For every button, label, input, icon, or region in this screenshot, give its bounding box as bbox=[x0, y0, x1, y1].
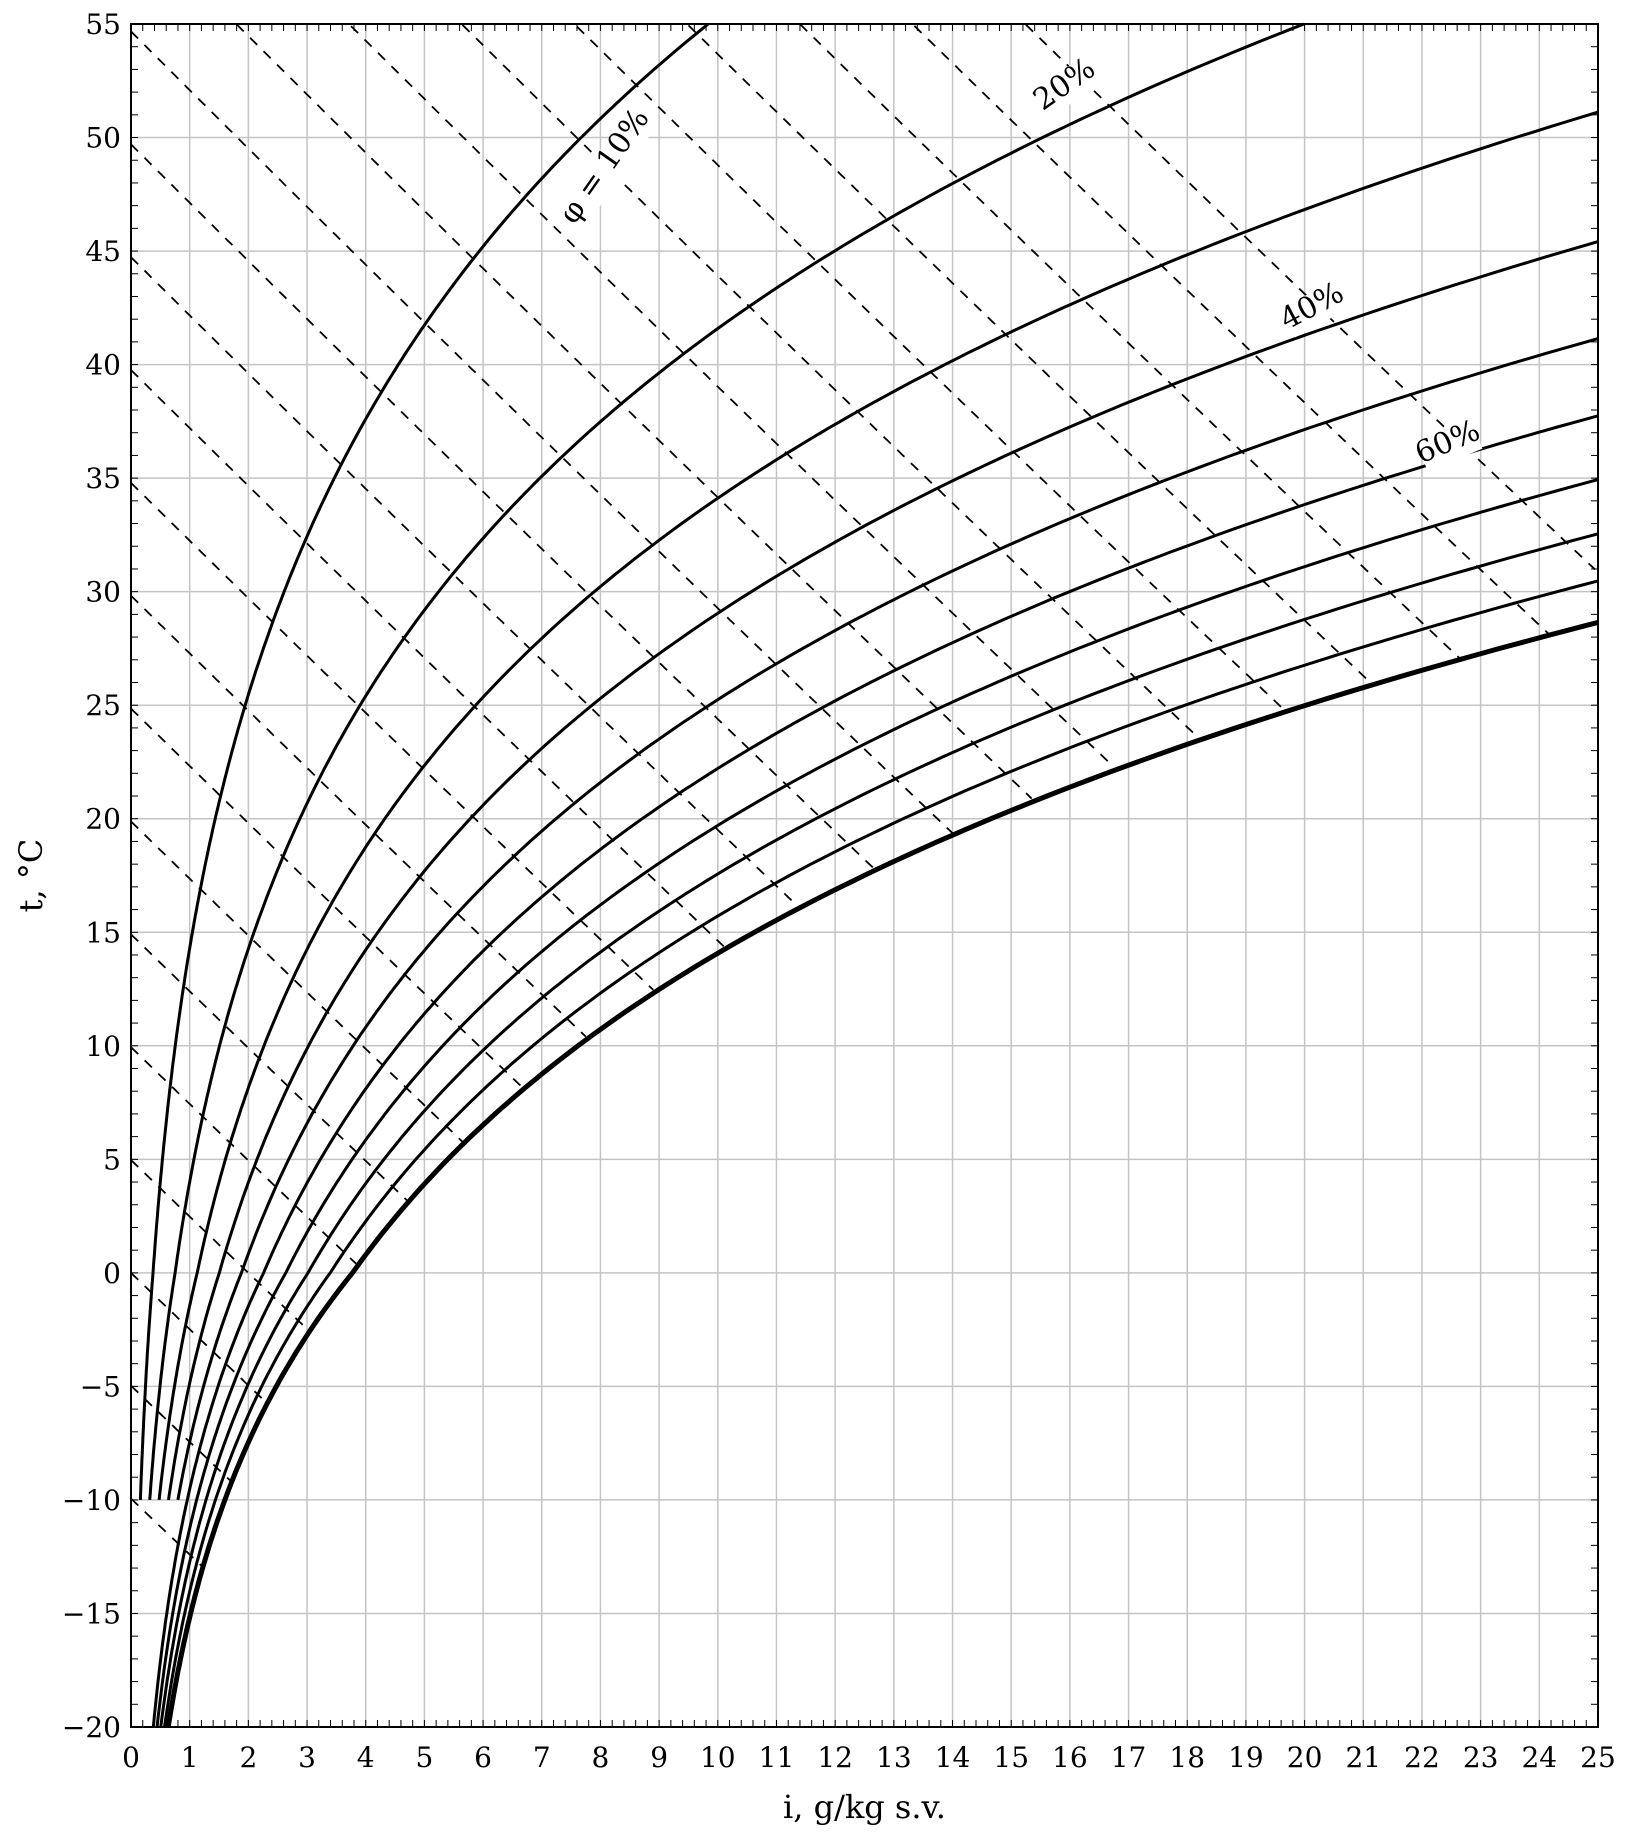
x-tick-label: 12 bbox=[817, 1741, 853, 1774]
label-background bbox=[557, 106, 657, 230]
label-background bbox=[1033, 57, 1100, 118]
y-tick-label: 50 bbox=[85, 122, 121, 155]
curve-labels: φ = 10%20%40%60% bbox=[552, 51, 1485, 471]
y-tick-label: −15 bbox=[62, 1597, 121, 1630]
curve-label: φ = 10% bbox=[552, 102, 656, 230]
y-tick-label: 15 bbox=[85, 916, 121, 949]
curve-label-backgrounds bbox=[557, 57, 1483, 472]
enthalpy-line bbox=[130, 1497, 203, 1567]
enthalpy-line bbox=[235, 23, 1033, 800]
x-tick-label: 10 bbox=[700, 1741, 736, 1774]
y-tick-label: 55 bbox=[85, 8, 121, 41]
enthalpy-line bbox=[350, 25, 1115, 768]
x-tick-label: 14 bbox=[935, 1741, 971, 1774]
x-tick-label: 23 bbox=[1463, 1741, 1499, 1774]
y-tick-label: 35 bbox=[85, 462, 121, 495]
x-axis-tick-labels: 0 1 2 3 4 5 6 7 8 9 10 11 12 13 14 15 16 17 18 19 20 21 22 23 24… bbox=[122, 1741, 1616, 1774]
y-axis-tick-labels: −20 −15 −10 −5 0 5 10 15 20 25 30 35 40 45 50 55 bbox=[62, 8, 121, 1744]
x-tick-label: 9 bbox=[650, 1741, 668, 1774]
enthalpy-line bbox=[130, 707, 522, 1087]
x-tick-label: 24 bbox=[1521, 1741, 1557, 1774]
enthalpy-line bbox=[913, 25, 1549, 634]
x-tick-label: 1 bbox=[181, 1741, 199, 1774]
x-tick-label: 7 bbox=[533, 1741, 551, 1774]
label-background bbox=[1415, 419, 1483, 472]
y-tick-label: −10 bbox=[62, 1484, 121, 1517]
y-tick-label: 20 bbox=[85, 803, 121, 836]
y-tick-label: 30 bbox=[85, 576, 121, 609]
y-tick-label: 40 bbox=[85, 349, 121, 382]
y-tick-label: 45 bbox=[85, 235, 121, 268]
enthalpy-line bbox=[130, 30, 954, 834]
enthalpy-line bbox=[799, 23, 1461, 660]
x-tick-label: 5 bbox=[415, 1741, 433, 1774]
x-tick-label: 19 bbox=[1228, 1741, 1264, 1774]
x-tick-label: 11 bbox=[759, 1741, 795, 1774]
enthalpy-line bbox=[576, 25, 1285, 711]
y-tick-label: 25 bbox=[85, 689, 121, 722]
y-axis-label: t, °C bbox=[12, 839, 50, 913]
plot-frame bbox=[130, 23, 1599, 1728]
rh-curve bbox=[155, 478, 1599, 1728]
y-tick-label: −5 bbox=[80, 1370, 121, 1403]
x-axis-label: i, g/kg s.v. bbox=[783, 1788, 946, 1826]
x-tick-label: 22 bbox=[1404, 1741, 1440, 1774]
x-tick-label: 4 bbox=[357, 1741, 375, 1774]
x-tick-label: 16 bbox=[1052, 1741, 1088, 1774]
rh-curve bbox=[176, 337, 1599, 1501]
enthalpy-line bbox=[687, 24, 1373, 685]
y-tick-label: 0 bbox=[103, 1257, 121, 1290]
enthalpy-line bbox=[461, 24, 1200, 739]
rh-curve bbox=[165, 619, 1599, 1728]
enthalpy-line bbox=[130, 143, 874, 869]
rh-curve bbox=[159, 532, 1599, 1728]
x-tick-label: 18 bbox=[1169, 1741, 1205, 1774]
y-tick-label: 10 bbox=[85, 1030, 121, 1063]
x-tick-label: 6 bbox=[474, 1741, 492, 1774]
y-tick-label: 5 bbox=[103, 1143, 121, 1176]
enthalpy-line bbox=[130, 1272, 267, 1403]
enthalpy-line bbox=[130, 256, 798, 907]
grid bbox=[130, 23, 1599, 1728]
relative-humidity-curves bbox=[138, 22, 1599, 1728]
x-tick-label: 21 bbox=[1345, 1741, 1381, 1774]
x-tick-label: 3 bbox=[298, 1741, 316, 1774]
x-tick-label: 15 bbox=[993, 1741, 1029, 1774]
rh-curve bbox=[167, 240, 1599, 1501]
enthalpy-line bbox=[130, 933, 408, 1201]
rh-curve bbox=[151, 414, 1599, 1728]
x-tick-label: 25 bbox=[1580, 1741, 1616, 1774]
y-tick-label: −20 bbox=[62, 1711, 121, 1744]
rh-curve bbox=[138, 22, 710, 1500]
x-tick-label: 13 bbox=[876, 1741, 912, 1774]
x-tick-label: 20 bbox=[1287, 1741, 1323, 1774]
rh-curve bbox=[163, 579, 1599, 1728]
x-tick-label: 0 bbox=[122, 1741, 140, 1774]
enthalpy-line bbox=[130, 820, 464, 1143]
enthalpy-line bbox=[130, 1046, 358, 1266]
enthalpy-line bbox=[130, 482, 654, 991]
label-background bbox=[1279, 281, 1348, 338]
enthalpy-line bbox=[130, 1385, 232, 1482]
rh-curve bbox=[148, 22, 1305, 1501]
x-tick-label: 17 bbox=[1111, 1741, 1147, 1774]
x-tick-label: 2 bbox=[239, 1741, 257, 1774]
rh-curve bbox=[157, 110, 1599, 1501]
enthalpy-line bbox=[130, 369, 725, 947]
x-tick-label: 8 bbox=[592, 1741, 610, 1774]
